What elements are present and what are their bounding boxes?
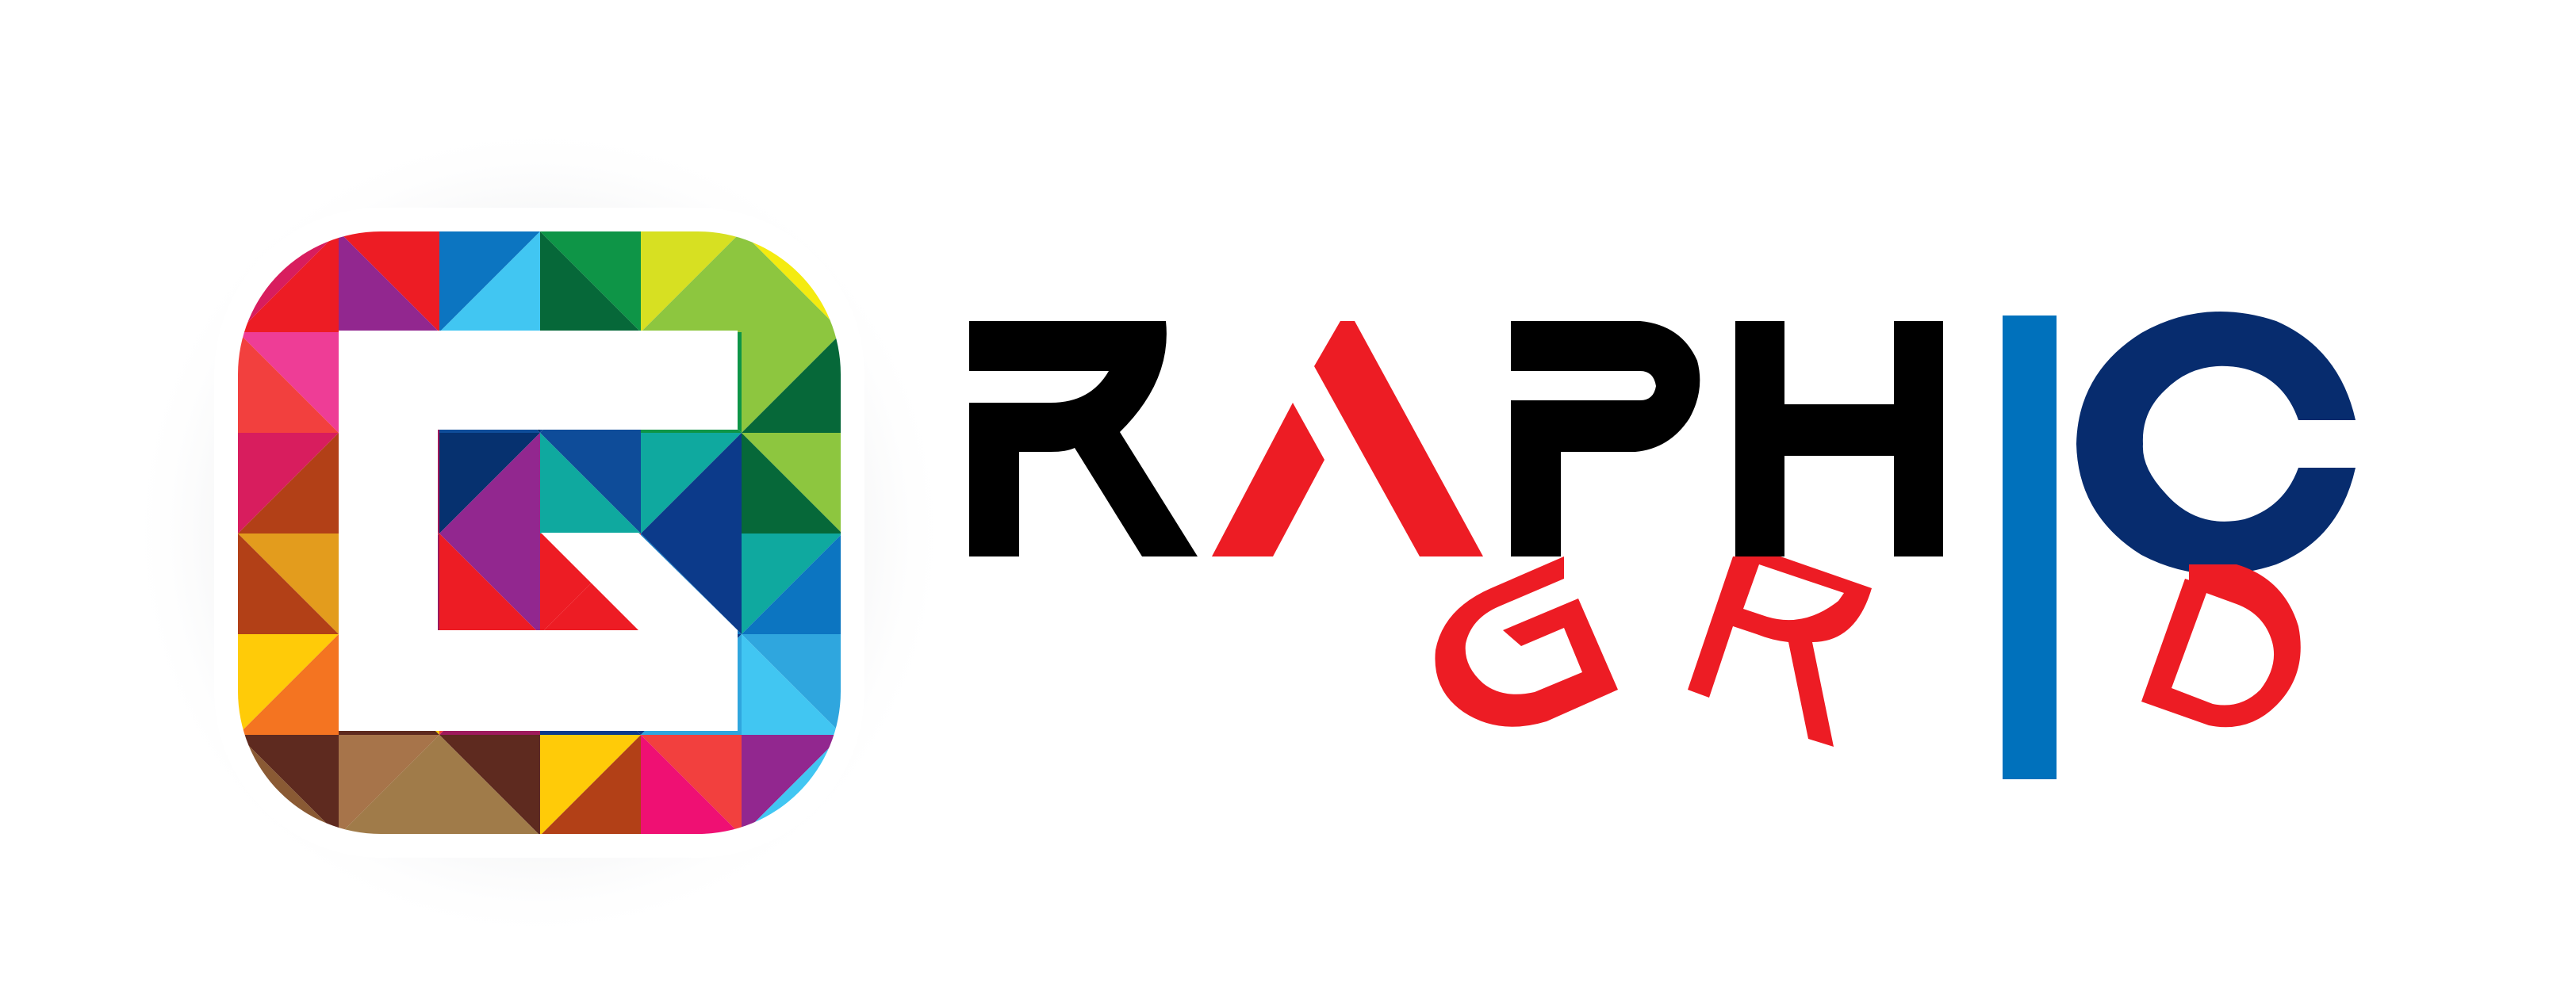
mosaic-triangle <box>439 433 540 534</box>
mosaic-triangle <box>742 534 841 634</box>
mosaic-triangle <box>742 231 841 332</box>
letter-i-bar <box>2003 316 2057 779</box>
mosaic-triangle <box>439 534 540 634</box>
mosaic-triangle <box>238 534 339 634</box>
letter-g <box>1435 556 1618 727</box>
letter-r <box>969 321 1198 556</box>
letter-a-left <box>1212 403 1324 556</box>
mosaic-triangle <box>439 231 540 332</box>
mosaic-triangle <box>540 231 641 332</box>
mosaic-triangle <box>339 735 439 834</box>
mosaic-triangle <box>540 735 641 834</box>
letter-p <box>1511 321 1700 556</box>
letter-a-right <box>1314 321 1483 556</box>
wordmark-raphic <box>969 312 2356 779</box>
mosaic-triangle <box>540 433 641 534</box>
mosaic-triangle <box>339 231 439 332</box>
letter-d <box>2141 564 2301 728</box>
mosaic-triangle <box>641 433 742 534</box>
mosaic-triangle <box>641 231 742 332</box>
mosaic-triangle <box>742 433 841 534</box>
letter-r-bottom <box>1688 556 1872 747</box>
letter-c <box>2076 312 2356 575</box>
wordmark-grid <box>1435 556 2301 747</box>
letter-h <box>1735 321 1943 556</box>
mosaic-triangle <box>742 332 841 433</box>
mosaic-triangle <box>238 634 339 735</box>
mosaic-triangle <box>238 433 339 534</box>
mosaic-triangle-g-icon <box>238 231 841 834</box>
mosaic-triangle <box>238 231 339 332</box>
mosaic-triangle <box>439 735 540 834</box>
mosaic-triangle <box>641 735 742 834</box>
icon-letter-g <box>339 331 738 731</box>
mosaic-triangle <box>742 634 841 735</box>
mosaic-triangle <box>238 332 339 433</box>
